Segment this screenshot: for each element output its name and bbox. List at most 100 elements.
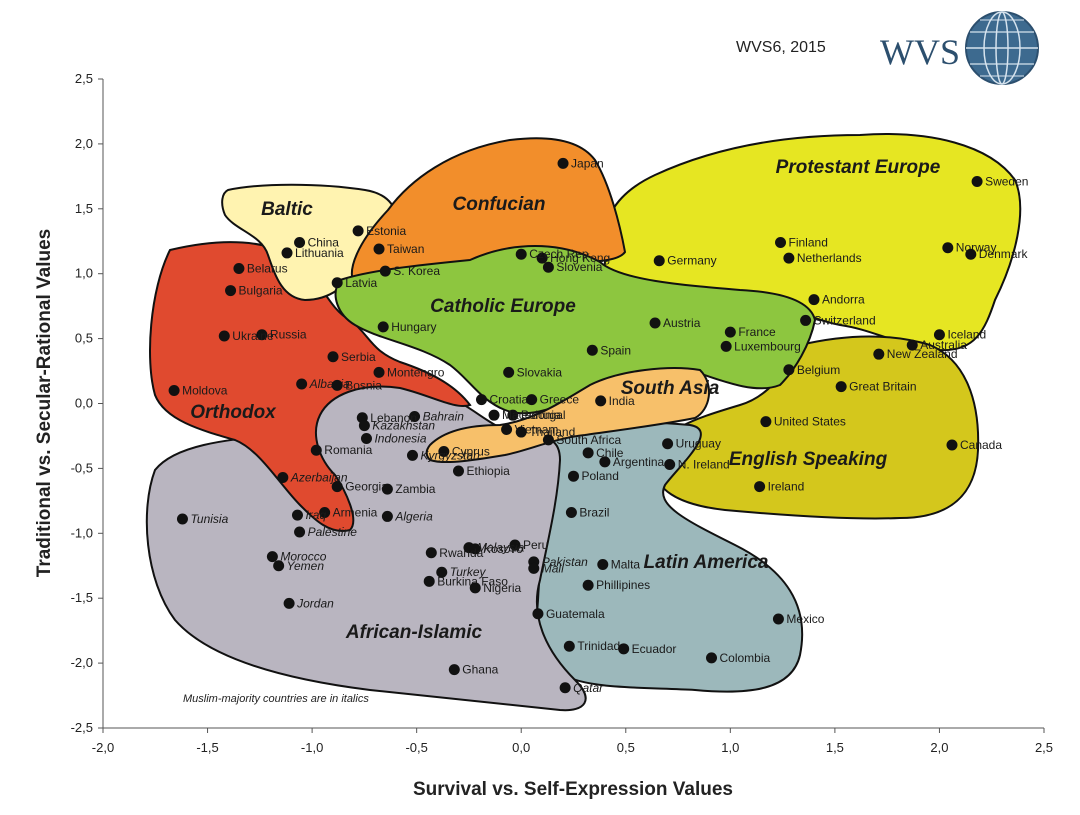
point-label-slovakia: Slovakia <box>517 365 563 379</box>
point-ukraine <box>218 330 230 342</box>
point-label-uruguay: Uruguay <box>676 437 721 451</box>
point-argentina <box>599 456 611 468</box>
point-label-japan: Japan <box>571 156 604 170</box>
point-label-kosovo: Kosovo <box>483 542 523 556</box>
point-label-brazil: Brazil <box>579 506 609 520</box>
point-label-hong-kong: Hong Kong <box>550 251 610 265</box>
point-label-montengro: Montengro <box>387 365 445 379</box>
point-label-bahrain: Bahrain <box>423 409 465 423</box>
region-label-baltic: Baltic <box>261 199 313 220</box>
point-rwanda <box>425 547 437 559</box>
point-macedonia <box>488 409 500 421</box>
point-taiwan <box>373 243 385 255</box>
region-label-orthodox: Orthodox <box>190 402 277 423</box>
point-label-phillipines: Phillipines <box>596 578 650 592</box>
point-azerbaijan <box>277 471 289 483</box>
point-label-latvia: Latvia <box>345 276 377 290</box>
point-label-australia: Australia <box>920 338 967 352</box>
point-slovenia <box>542 261 554 273</box>
point-label-mali: Mali <box>542 561 564 575</box>
point-cyprus <box>438 446 450 458</box>
point-label-algeria: Algeria <box>394 509 433 523</box>
x-tick-label: 2,5 <box>1035 740 1053 755</box>
point-greece <box>526 394 538 406</box>
point-label-s-korea: S. Korea <box>393 264 440 278</box>
x-axis-title: Survival vs. Self-Expression Values <box>413 779 733 800</box>
point-label-macedonia: Macedonia <box>502 408 561 422</box>
y-tick-label: 0,0 <box>75 396 93 411</box>
point-label-denmark: Denmark <box>979 247 1029 261</box>
point-label-bosnia: Bosnia <box>345 378 382 392</box>
x-tick-label: -2,0 <box>92 740 114 755</box>
wvs-logo-text: WVS <box>880 32 960 72</box>
point-label-ireland: Ireland <box>768 480 805 494</box>
point-label-mexico: Mexico <box>786 612 824 626</box>
point-turkey <box>436 566 448 578</box>
point-trinidad <box>563 640 575 652</box>
point-label-kyrgyzstan: Kyrgyzstan <box>420 448 480 462</box>
point-label-bulgaria: Bulgaria <box>239 284 283 298</box>
point-label-malta: Malta <box>611 557 641 571</box>
point-luxembourg <box>720 340 732 352</box>
data-points: Japan Sweden Estonia China Taiwan Lithuania Ho… <box>168 156 1029 695</box>
point-label-armenia: Armenia <box>333 506 378 520</box>
point-label-colombia: Colombia <box>720 651 771 665</box>
point-label-china: China <box>308 236 340 250</box>
point-norway <box>942 242 954 254</box>
point-canada <box>946 439 958 451</box>
region-label-catholic-europe: Catholic Europe <box>430 296 576 317</box>
point-label-norway: Norway <box>956 241 997 255</box>
region-label-latin-america: Latin America <box>644 552 769 573</box>
point-label-n-ireland: N. Ireland <box>678 458 730 472</box>
point-s-korea <box>379 265 391 277</box>
point-united-states <box>760 416 772 428</box>
point-label-sweden: Sweden <box>985 175 1028 189</box>
x-axis-ticks: -2,0 -1,5 -1,0 -0,5 0,0 0,5 1,0 1,5 2,0 2,5 <box>92 728 1053 755</box>
point-label-switzerland: Switzerland <box>814 313 876 327</box>
point-russia <box>256 329 268 341</box>
point-netherlands <box>783 252 795 264</box>
y-tick-label: -1,0 <box>71 525 93 540</box>
point-label-thailand: Thailand <box>529 425 575 439</box>
point-label-turkey: Turkey <box>450 565 487 579</box>
y-tick-label: 1,0 <box>75 266 93 281</box>
point-label-azerbaijan: Azerbaijan <box>290 470 348 484</box>
point-label-zambia: Zambia <box>395 482 435 496</box>
x-tick-label: 1,5 <box>826 740 844 755</box>
point-jordan <box>283 597 295 609</box>
point-label-czech-rep: Czech Rep. <box>529 247 592 261</box>
point-label-lithuania: Lithuania <box>295 246 344 260</box>
point-switzerland <box>800 314 812 326</box>
y-tick-label: 1,5 <box>75 201 93 216</box>
point-label-poland: Poland <box>582 469 619 483</box>
point-label-south-africa: South Africa <box>556 433 621 447</box>
point-slovakia <box>503 366 515 378</box>
point-iraq <box>291 509 303 521</box>
point-indonesia <box>360 433 372 445</box>
point-label-new-zealand: New Zealand <box>887 347 958 361</box>
point-label-austria: Austria <box>663 316 701 330</box>
point-peru <box>509 539 521 551</box>
point-label-georgia: Georgia <box>345 480 388 494</box>
edition-label: WVS6, 2015 <box>736 39 826 56</box>
point-finland <box>775 237 787 249</box>
point-bulgaria <box>225 285 237 297</box>
point-mexico <box>772 613 784 625</box>
point-mali <box>528 562 540 574</box>
point-denmark <box>965 248 977 260</box>
x-tick-label: 0,5 <box>617 740 635 755</box>
point-tunisia <box>176 513 188 525</box>
x-tick-label: 1,0 <box>721 740 739 755</box>
point-label-kazakhstan: Kazakhstan <box>372 419 435 433</box>
point-australia <box>906 339 918 351</box>
point-georgia <box>331 481 343 493</box>
point-china <box>294 237 306 249</box>
point-label-albania: Albania <box>309 377 350 391</box>
point-label-argentina: Argentina <box>613 455 665 469</box>
point-label-indonesia: Indonesia <box>374 432 426 446</box>
region-label-protestant-europe: Protestant Europe <box>776 157 941 178</box>
point-nigeria <box>469 582 481 594</box>
point-palestine <box>294 526 306 538</box>
y-tick-label: -0,5 <box>71 460 93 475</box>
